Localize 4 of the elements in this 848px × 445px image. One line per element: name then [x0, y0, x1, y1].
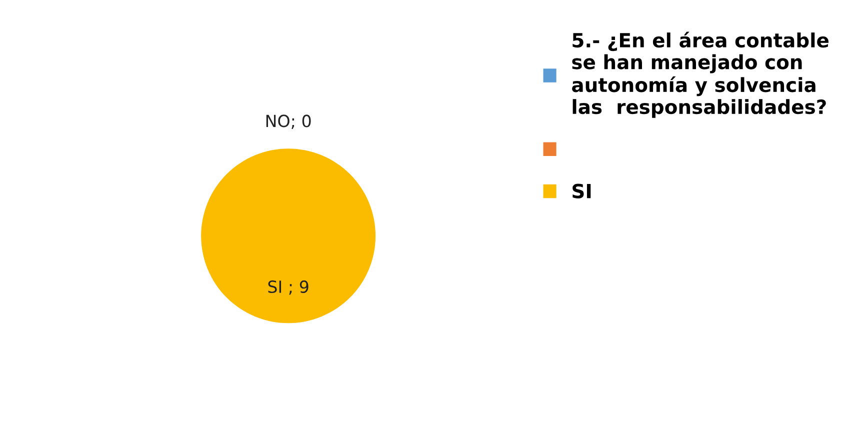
- legend-label: 5.- ¿En el área contable se han manejado con autonomía y solvencia las responsabilidades?: [572, 32, 828, 118]
- legend-label: SI: [572, 184, 591, 198]
- text: NO; 0: [266, 114, 311, 129]
- data-label: SI ; 9: [268, 280, 308, 295]
